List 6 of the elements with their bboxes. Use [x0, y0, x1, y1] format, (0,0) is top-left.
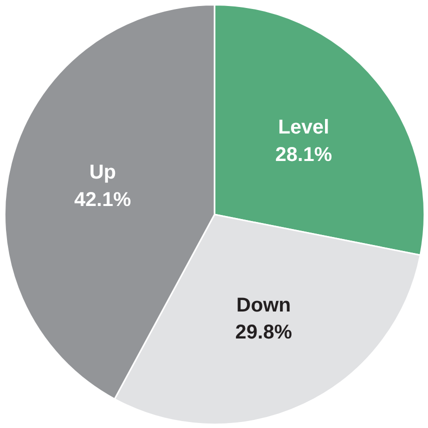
data-label: 42.1% [74, 188, 132, 211]
slice-label: Level [278, 116, 330, 139]
slice-label: Down [236, 294, 291, 316]
slice-label: Up [89, 162, 116, 184]
data-label: 28.1% [275, 144, 332, 166]
data-label: 29.8% [235, 322, 292, 344]
